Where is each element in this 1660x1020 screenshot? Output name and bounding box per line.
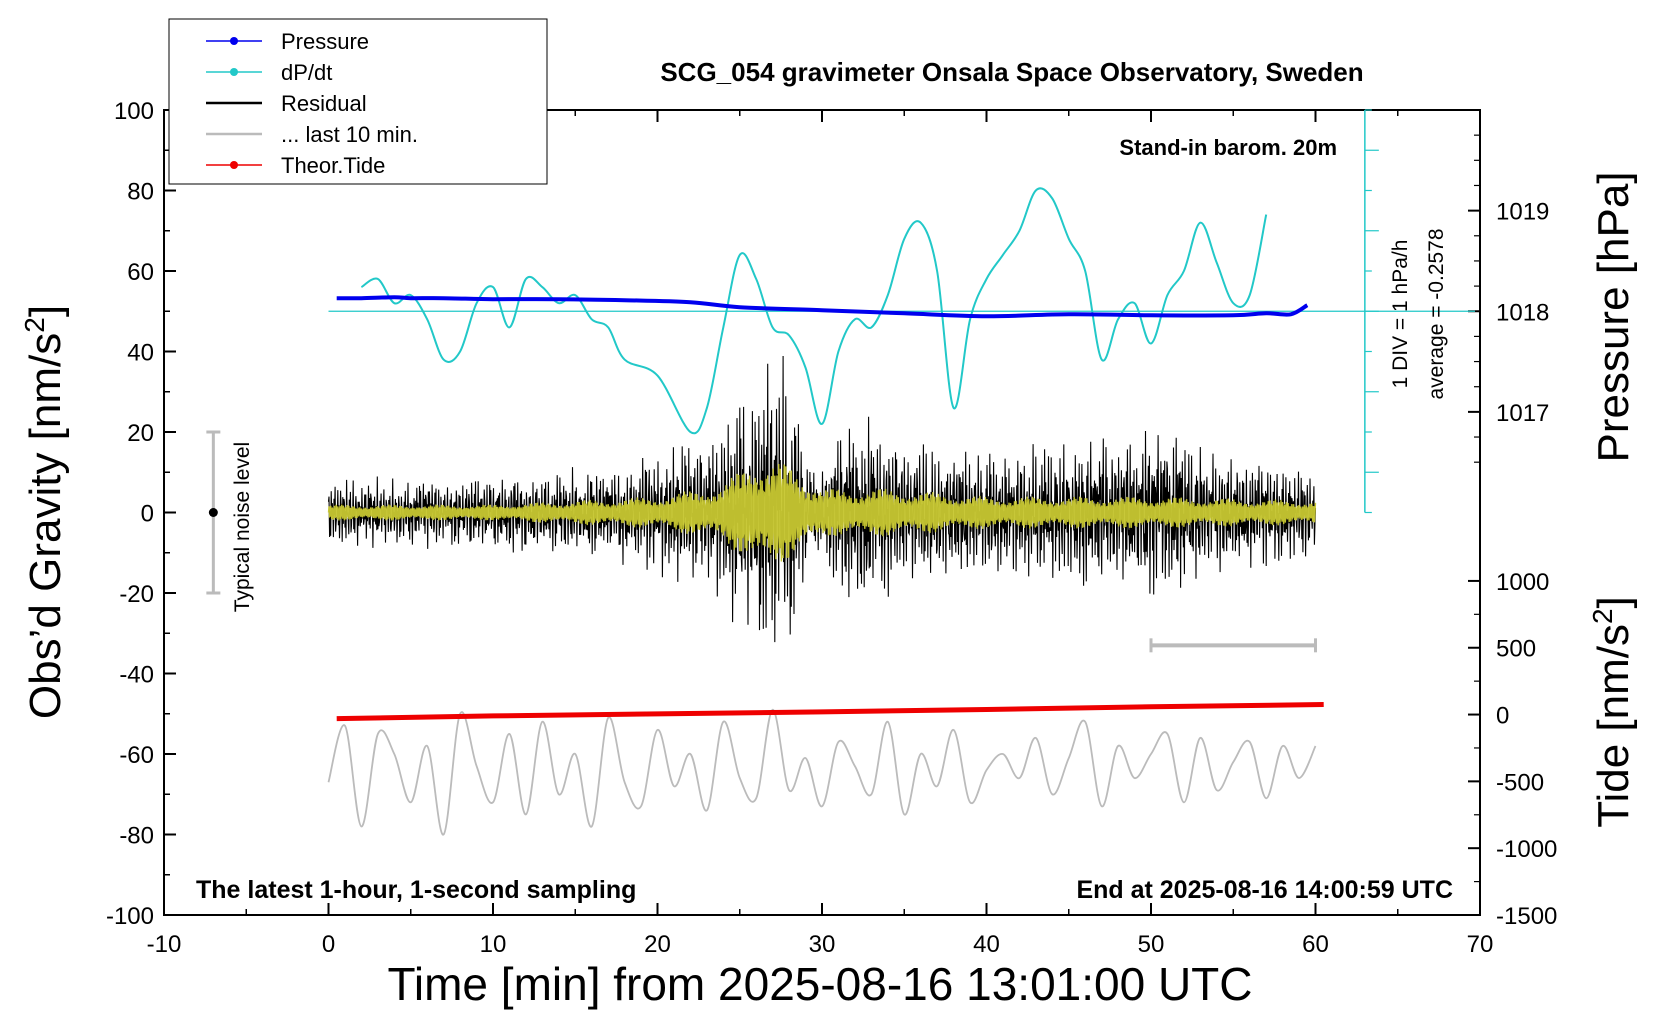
y-tide-tick-label: -1000 [1496, 836, 1557, 863]
y-axis-left-title-tail: ] [21, 305, 70, 317]
x-tick-label: 70 [1467, 931, 1494, 958]
last-10-min-line [327, 708, 1317, 836]
legend-label: Residual [281, 91, 367, 116]
legend-swatch-dot [230, 37, 238, 45]
legend-label: ... last 10 min. [281, 122, 418, 147]
x-tick-label: 0 [322, 931, 335, 958]
y-tide-tick-label: 1000 [1496, 569, 1549, 596]
y-left-tick-label: 60 [127, 259, 154, 286]
legend: Pressure dP/dt Residual ... last 10 min. The… [168, 18, 548, 185]
y-axis-tide-title-sup: 2 [1587, 608, 1618, 624]
x-tick-label: 10 [480, 931, 507, 958]
average-annotation: average = -0.2578 [1425, 228, 1448, 399]
y-left-tick-label: 40 [127, 340, 154, 367]
x-tick-label: 60 [1302, 931, 1329, 958]
y-axis-left-title: Obs’d Gravity [nm/s2] [19, 305, 70, 719]
x-tick-label: 50 [1138, 931, 1165, 958]
y-tide-tick-label: -500 [1496, 769, 1544, 796]
y-pressure-tick-label: 1018 [1496, 299, 1549, 326]
y-axis-tide-title-tail: ] [1589, 596, 1638, 608]
y-pressure-tick-label: 1019 [1496, 199, 1549, 226]
y-pressure-tick-label: 1017 [1496, 400, 1549, 427]
div-annotation: 1 DIV = 1 hPa/h [1389, 240, 1412, 389]
dpdt-line [360, 187, 1268, 435]
y-tide-tick-label: 500 [1496, 636, 1536, 663]
y-axis-left-title-sup: 2 [19, 317, 50, 333]
legend-swatch-dot [230, 161, 238, 169]
pressure-line [336, 295, 1309, 319]
legend-swatch-dot [230, 68, 238, 76]
y-axis-pressure-title: Pressure [hPa] [1589, 171, 1638, 462]
y-axis-left-title-main: Obs’d Gravity [nm/s [21, 333, 70, 719]
y-axis-tide-title-main: Tide [nm/s [1589, 624, 1638, 828]
y-left-tick-label: 80 [127, 179, 154, 206]
axis-tick-labels: -10 0 10 20 30 40 50 60 70100806040200-20-40-60-… [106, 98, 1557, 958]
legend-label: Theor.Tide [281, 153, 385, 178]
x-axis-title: Time [min] from 2025-08-16 13:01:00 UTC [388, 958, 1253, 1010]
y-left-tick-label: 0 [141, 501, 154, 528]
y-tide-tick-label: 0 [1496, 703, 1509, 730]
y-left-tick-label: -40 [119, 662, 154, 689]
x-tick-label: 40 [973, 931, 1000, 958]
x-tick-label: 30 [809, 931, 836, 958]
legend-label: Pressure [281, 29, 369, 54]
y-left-tick-label: -80 [119, 823, 154, 850]
bottom-left-annotation: The latest 1-hour, 1-second sampling [196, 876, 636, 904]
x-tick-label: 20 [644, 931, 671, 958]
noise-bar-center-dot [208, 508, 218, 517]
data-series [206, 109, 1475, 836]
y-tide-tick-label: -1500 [1496, 903, 1557, 930]
y-axis-tide-title: Tide [nm/s2] [1587, 596, 1638, 828]
y-left-tick-label: 20 [127, 420, 154, 447]
legend-box [168, 18, 548, 185]
bottom-right-annotation: End at 2025-08-16 14:00:59 UTC [1076, 876, 1453, 904]
noise-annotation: Typical noise level [231, 442, 254, 612]
y-left-tick-label: -60 [119, 742, 154, 769]
y-left-tick-label: -20 [119, 581, 154, 608]
y-left-tick-label: 100 [114, 98, 154, 125]
y-left-tick-label: -100 [106, 903, 154, 930]
legend-label: dP/dt [281, 60, 332, 85]
x-tick-label: -10 [147, 931, 182, 958]
barometer-annotation: Stand-in barom. 20m [1119, 135, 1337, 160]
theor-tide-line [336, 702, 1324, 722]
residual-filtered-line [327, 463, 1317, 562]
chart-title: SCG_054 gravimeter Onsala Space Observat… [660, 57, 1363, 87]
